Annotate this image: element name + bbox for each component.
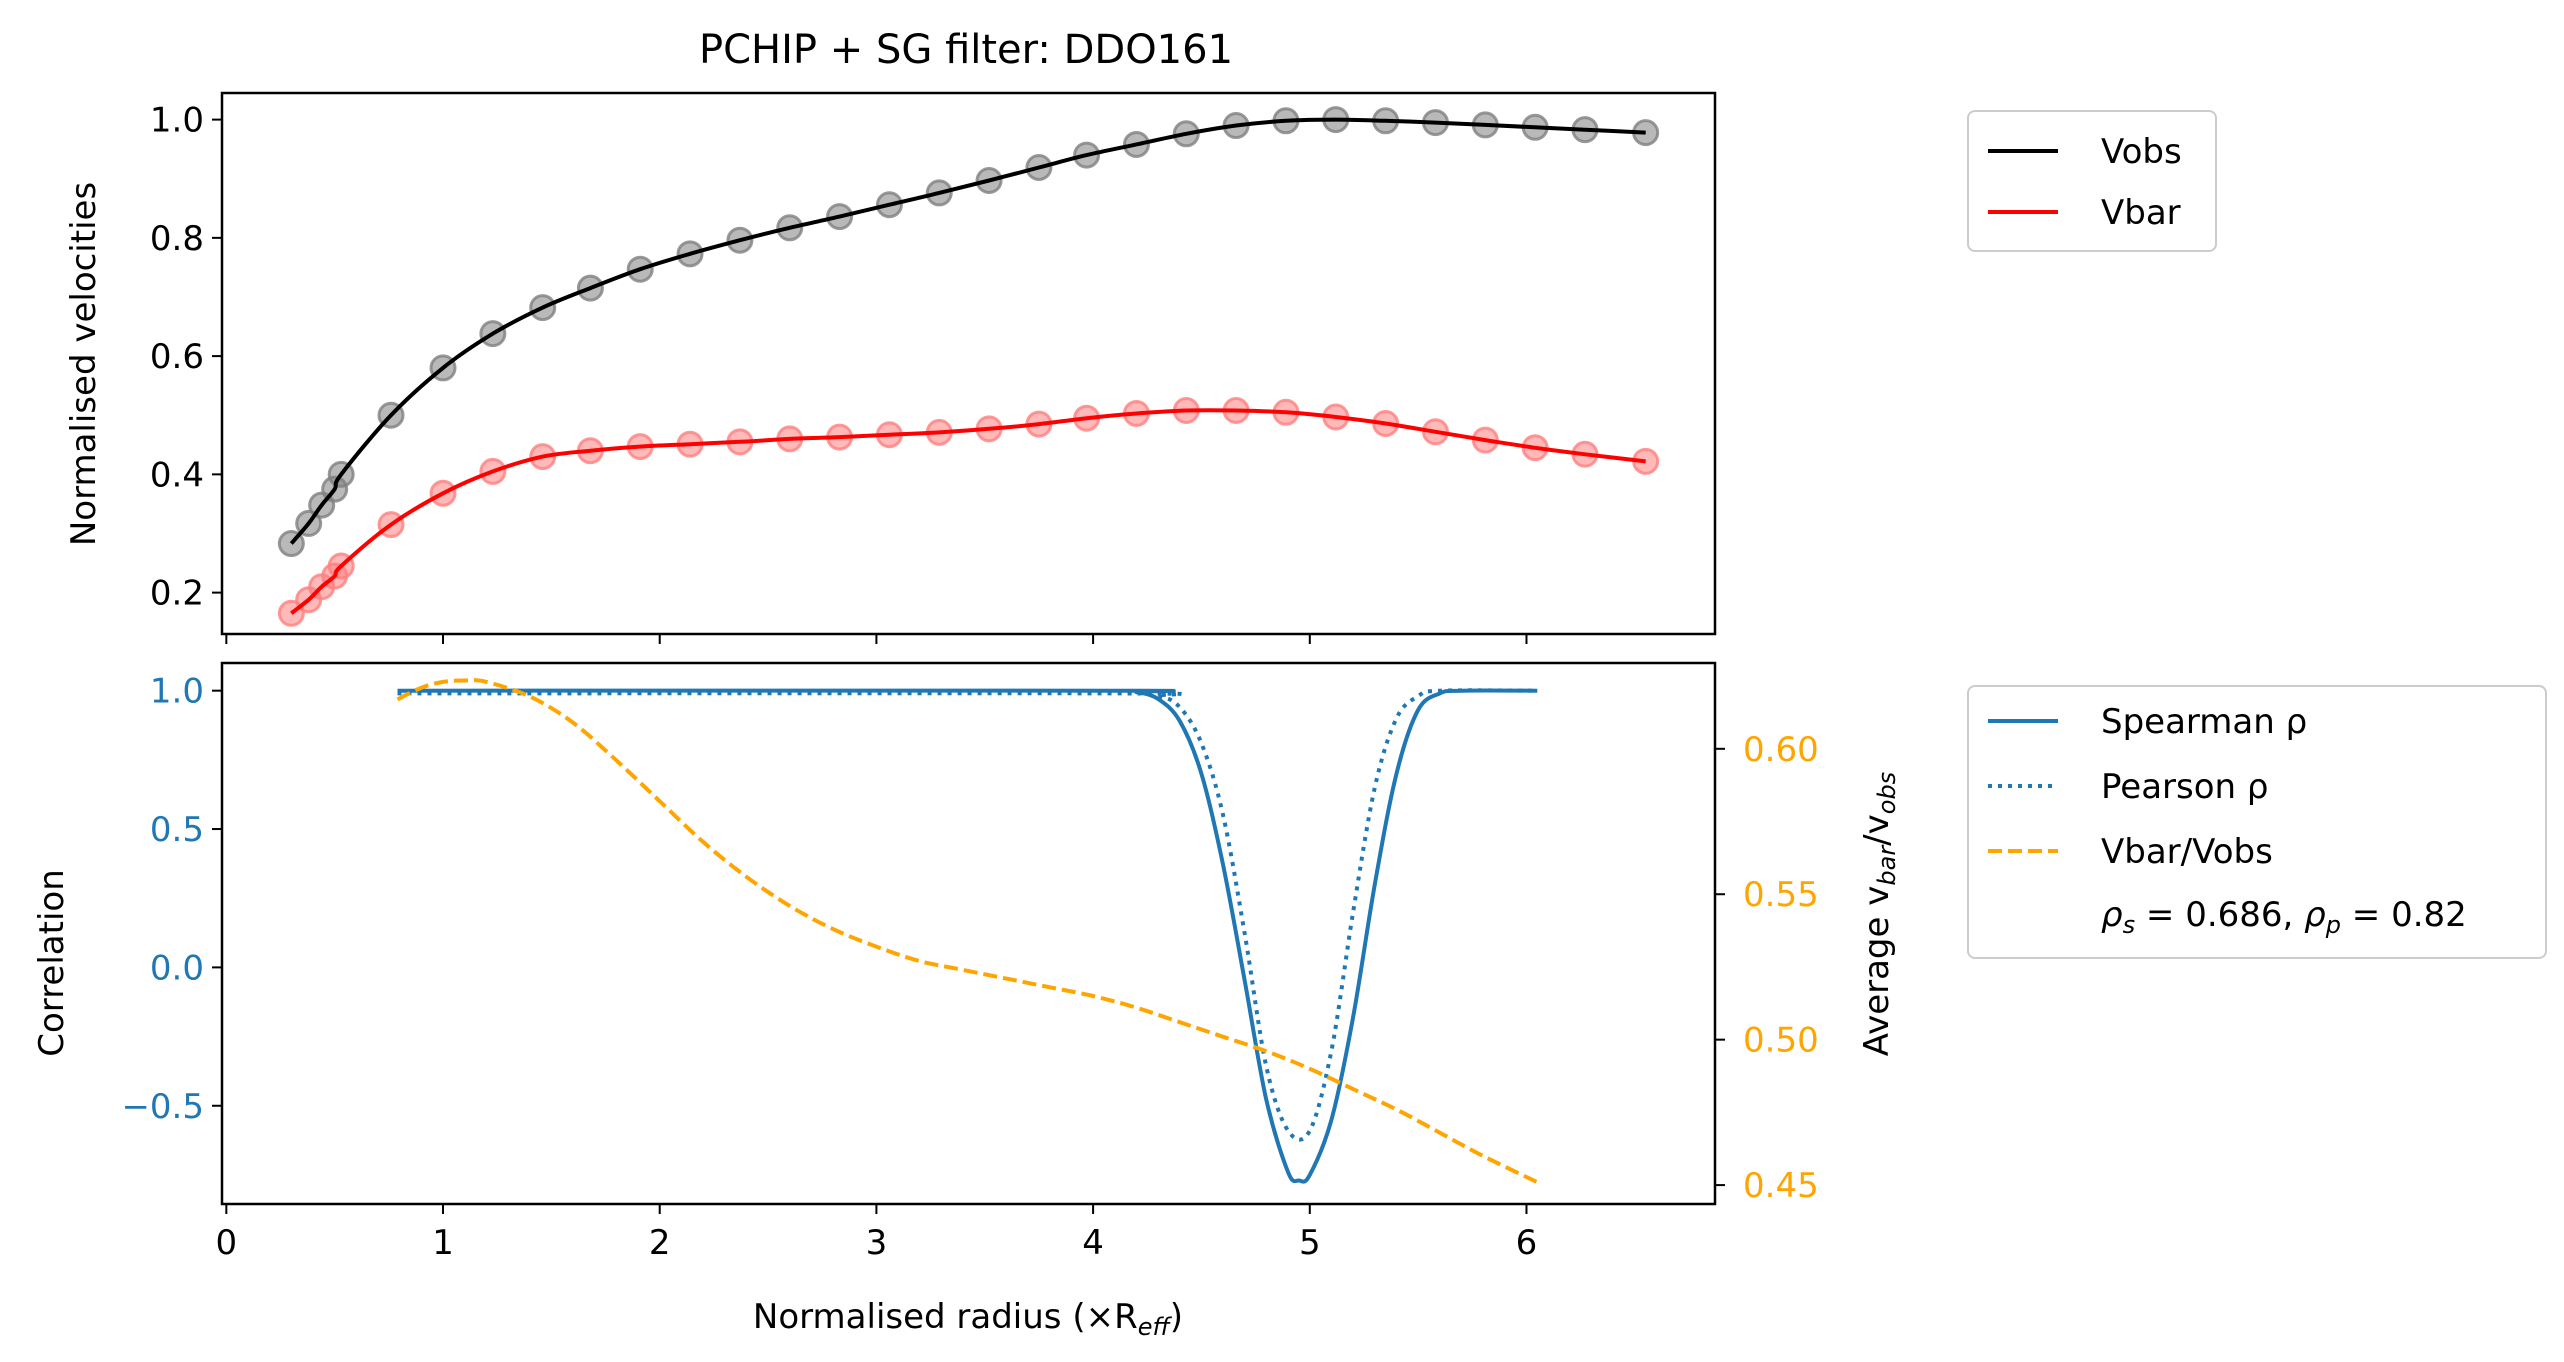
x-axis-label-main: Normalised radius (×R: [753, 1297, 1138, 1337]
bottom-legend-box: [1967, 685, 2547, 959]
top-plot-frame: [220, 91, 1717, 636]
legend-spearman-label: Spearman ρ: [2101, 702, 2307, 742]
right-y-label-prefix: Average v: [1857, 886, 1897, 1057]
legend-ratio-label: Vbar/Vobs: [2101, 832, 2273, 872]
top-y-tick-label-4: 1.0: [150, 101, 204, 141]
legend-vobs-label: Vobs: [2101, 132, 2182, 172]
right-y-axis-label: Average vbar/vobs: [1857, 772, 1901, 1056]
rho-p-symbol: ρ: [2304, 895, 2326, 935]
pearson-line: [397, 688, 1538, 1142]
right-y-tick-label-2: 0.55: [1743, 875, 1819, 915]
top-chart-title: PCHIP + SG filter: DDO161: [699, 27, 1233, 73]
top-y-tick-label-2: 0.6: [150, 337, 204, 377]
x-axis-label-close: ): [1170, 1297, 1183, 1337]
x-axis-label: Normalised radius (×Reff): [753, 1297, 1183, 1341]
legend-correlation-annotation: ρs = 0.686, ρp = 0.82: [2101, 895, 2467, 939]
bottom-plot-frame: [220, 661, 1717, 1206]
right-y-label-sub1: bar: [1873, 844, 1901, 886]
top-legend-box: [1967, 110, 2217, 252]
rho-p-value: = 0.82: [2341, 895, 2467, 935]
x-axis-label-sub: eff: [1138, 1313, 1173, 1341]
bottom-x-tick-label-1: 1: [432, 1223, 454, 1263]
correlation-panel: 0 1 2 3 4 5 6 −0.5 0.0 0.5 1.0 0.45 0.50 0.55 0.60 Cor…: [32, 661, 1901, 1341]
right-y-tick-label-3: 0.60: [1743, 730, 1819, 770]
bottom-y-tick-label-0: −0.5: [121, 1087, 204, 1127]
top-series-group: [277, 106, 1660, 627]
right-y-label-slash: /v: [1857, 814, 1897, 846]
right-y-tick-label-1: 0.50: [1743, 1021, 1819, 1061]
top-legend: Vobs Vbar: [1967, 110, 2217, 252]
vbar-vobs-ratio-line: [396, 678, 1539, 1184]
top-axis-ticks: 0.2 0.4 0.6 0.8 1.0: [150, 101, 1528, 644]
bottom-y-tick-label-1: 0.0: [150, 948, 204, 988]
top-y-tick-label-3: 0.8: [150, 219, 204, 259]
legend-pearson-label: Pearson ρ: [2101, 767, 2268, 807]
top-y-axis-label: Normalised velocities: [64, 182, 104, 546]
bottom-y-axis-label: Correlation: [32, 869, 72, 1056]
bottom-y-tick-label-3: 1.0: [150, 672, 204, 712]
rho-s-symbol: ρ: [2101, 895, 2123, 935]
bottom-x-tick-label-3: 3: [866, 1223, 888, 1263]
rho-s-subscript: s: [2123, 911, 2136, 939]
top-y-tick-label-0: 0.2: [150, 574, 204, 614]
bottom-x-tick-label-4: 4: [1082, 1223, 1104, 1263]
bottom-axis-ticks: 0 1 2 3 4 5 6 −0.5 0.0 0.5 1.0 0.45 0.50 0.55 0.60: [121, 672, 1818, 1263]
rho-s-value: = 0.686,: [2135, 895, 2304, 935]
bottom-x-tick-label-5: 5: [1299, 1223, 1321, 1263]
legend-vbar-label: Vbar: [2101, 193, 2181, 233]
bottom-x-tick-label-2: 2: [649, 1223, 671, 1263]
right-y-label-sub2: obs: [1873, 772, 1901, 814]
velocity-panel: PCHIP + SG filter: DDO161 0.2 0.4 0.6 0.8 1.…: [64, 27, 1717, 644]
right-y-tick-label-0: 0.45: [1743, 1166, 1819, 1206]
spearman-line: [397, 688, 1538, 1184]
bottom-y-tick-label-2: 0.5: [150, 810, 204, 850]
bottom-x-tick-label-0: 0: [216, 1223, 238, 1263]
vbar-line: [290, 408, 1646, 615]
bottom-series-group: [396, 678, 1539, 1184]
bottom-x-tick-label-6: 6: [1516, 1223, 1538, 1263]
vobs-line: [289, 117, 1646, 545]
rho-p-subscript: p: [2325, 911, 2341, 939]
top-y-tick-label-1: 0.4: [150, 455, 204, 495]
bottom-legend: Spearman ρ Pearson ρ Vbar/Vobs ρs = 0.68…: [1967, 685, 2547, 959]
